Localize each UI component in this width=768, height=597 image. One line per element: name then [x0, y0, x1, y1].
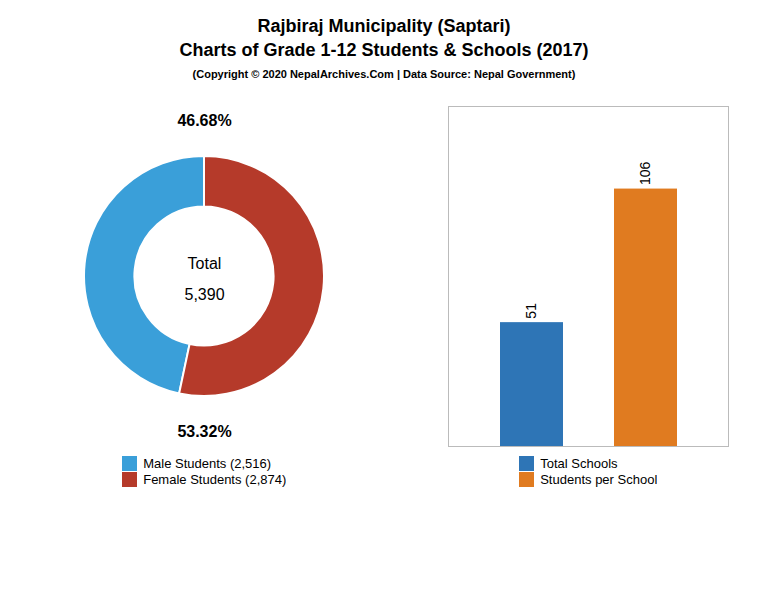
html-text:Students per School: Students per School	[540, 472, 658, 487]
svg-text:51: 51	[523, 303, 539, 319]
svg-text:106: 106	[637, 161, 653, 185]
svg-text:5,390: 5,390	[184, 286, 224, 303]
html-text:Charts of Grade 1-12 Students: Charts of Grade 1-12 Students & Schools …	[179, 40, 589, 60]
html-text:(Copyright © 2020 NepalArchive: (Copyright © 2020 NepalArchives.Com | Da…	[192, 68, 576, 80]
html-text:Total Schools: Total Schools	[540, 456, 618, 471]
svg-text:Total: Total	[188, 255, 222, 272]
html-text:Female Students (2,874): Female Students (2,874)	[143, 472, 287, 487]
html-text:Rajbiraj Municipality (Saptari: Rajbiraj Municipality (Saptari)	[257, 16, 511, 36]
html-text:Male Students (2,516): Male Students (2,516)	[143, 456, 272, 471]
svg-text:46.68%: 46.68%	[177, 112, 231, 129]
svg-text:53.32%: 53.32%	[177, 423, 231, 440]
